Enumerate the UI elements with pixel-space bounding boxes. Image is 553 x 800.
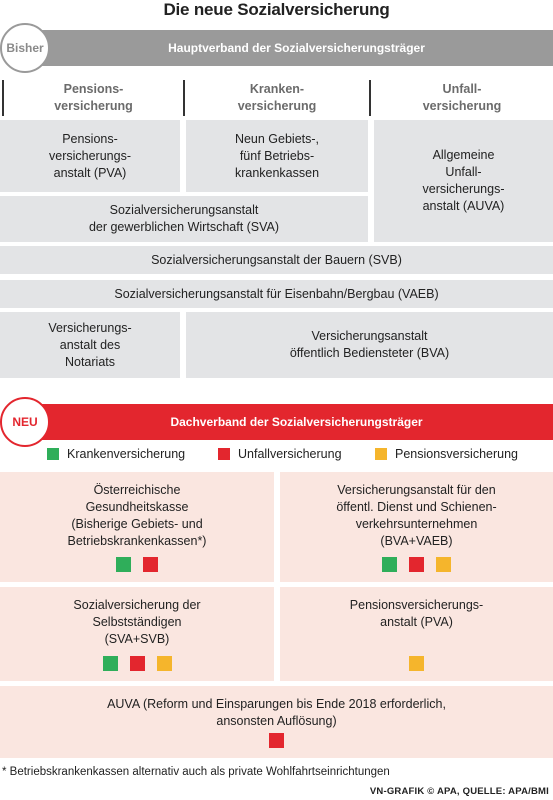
box-sva-svb-text: Sozialversicherung der Selbstständigen (… <box>73 598 201 646</box>
box-auva-new: AUVA (Reform und Einsparungen bis Ende 2… <box>0 686 553 758</box>
box-pva-old: Pensions- versicherungs- anstalt (PVA) <box>0 120 180 192</box>
column-divider <box>183 80 185 116</box>
box-pva-new-squares <box>280 656 553 671</box>
red-square-icon <box>143 557 158 572</box>
graphic-title: Die neue Sozialversicherung <box>163 0 390 19</box>
legend-label: Krankenversicherung <box>67 447 186 461</box>
column-header-unfall: Unfall- versicherung <box>422 82 502 113</box>
column-divider <box>2 80 4 116</box>
hauptverband-label: Hauptverband der Sozialversicherungsträg… <box>168 41 425 55</box>
box-pva-new: Pensionsversicherungs- anstalt (PVA) <box>280 587 553 681</box>
neu-badge: NEU <box>0 397 50 447</box>
box-sva: Sozialversicherungsanstalt der gewerblic… <box>0 196 368 242</box>
footnote: * Betriebskrankenkassen alternativ auch … <box>2 766 390 778</box>
credit-line: VN-GRAFIK © APA, QUELLE: APA/BMI <box>369 786 549 797</box>
box-pva-new-text: Pensionsversicherungs- anstalt (PVA) <box>349 598 484 629</box>
legend-item-kranken: Krankenversicherung <box>47 447 185 461</box>
legend-label: Unfallversicherung <box>238 447 342 461</box>
box-sva-svb-squares <box>0 656 274 671</box>
box-vaeb: Sozialversicherungsanstalt für Eisenbahn… <box>0 280 553 308</box>
green-square-icon <box>116 557 131 572</box>
yellow-square-icon <box>156 656 172 671</box>
box-notariat: Versicherungs- anstalt des Notariats <box>0 312 180 378</box>
box-bva-vaeb-squares <box>280 557 553 572</box>
legend-item-unfall: Unfallversicherung <box>218 447 342 461</box>
legend-item-pension: Pensionsversicherung <box>375 447 518 461</box>
column-divider <box>369 80 371 116</box>
green-square-icon <box>47 448 59 460</box>
dachverband-label: Dachverband der Sozialversicherungsträge… <box>170 415 423 429</box>
box-auva-old: Allgemeine Unfall- versicherungs- anstal… <box>374 120 553 242</box>
red-square-icon <box>269 733 284 748</box>
box-oegk: Österreichische Gesundheitskasse (Bisher… <box>0 472 274 582</box>
bisher-badge: Bisher <box>0 23 50 73</box>
box-oegk-text: Österreichische Gesundheitskasse (Bisher… <box>67 483 207 548</box>
box-bva-vaeb: Versicherungsanstalt für den öffentl. Di… <box>280 472 553 582</box>
bisher-badge-label: Bisher <box>6 41 44 55</box>
hauptverband-header: Hauptverband der Sozialversicherungsträg… <box>20 30 553 66</box>
box-auva-new-squares <box>0 733 553 748</box>
legend-label: Pensionsversicherung <box>395 447 518 461</box>
yellow-square-icon <box>375 448 387 460</box>
neu-badge-label: NEU <box>12 415 38 429</box>
box-bva: Versicherungsanstalt öffentlich Bedienst… <box>186 312 553 378</box>
column-header-kranken: Kranken- versicherung <box>237 82 317 113</box>
green-square-icon <box>102 656 118 671</box>
box-svb: Sozialversicherungsanstalt der Bauern (S… <box>0 246 553 274</box>
red-square-icon <box>218 448 230 460</box>
red-square-icon <box>129 656 145 671</box>
column-header-pension: Pensions- versicherung <box>54 82 133 113</box>
box-bva-vaeb-text: Versicherungsanstalt für den öffentl. Di… <box>336 483 497 548</box>
red-square-icon <box>409 557 424 572</box>
box-sva-svb: Sozialversicherung der Selbstständigen (… <box>0 587 274 681</box>
box-gebietskrankenkassen: Neun Gebiets-, fünf Betriebs- krankenkas… <box>186 120 368 192</box>
yellow-square-icon <box>409 656 424 671</box>
dachverband-header: Dachverband der Sozialversicherungsträge… <box>20 404 553 440</box>
box-oegk-squares <box>0 557 274 572</box>
yellow-square-icon <box>436 557 451 572</box>
green-square-icon <box>382 557 397 572</box>
box-auva-new-text: AUVA (Reform und Einsparungen bis Ende 2… <box>107 697 446 728</box>
